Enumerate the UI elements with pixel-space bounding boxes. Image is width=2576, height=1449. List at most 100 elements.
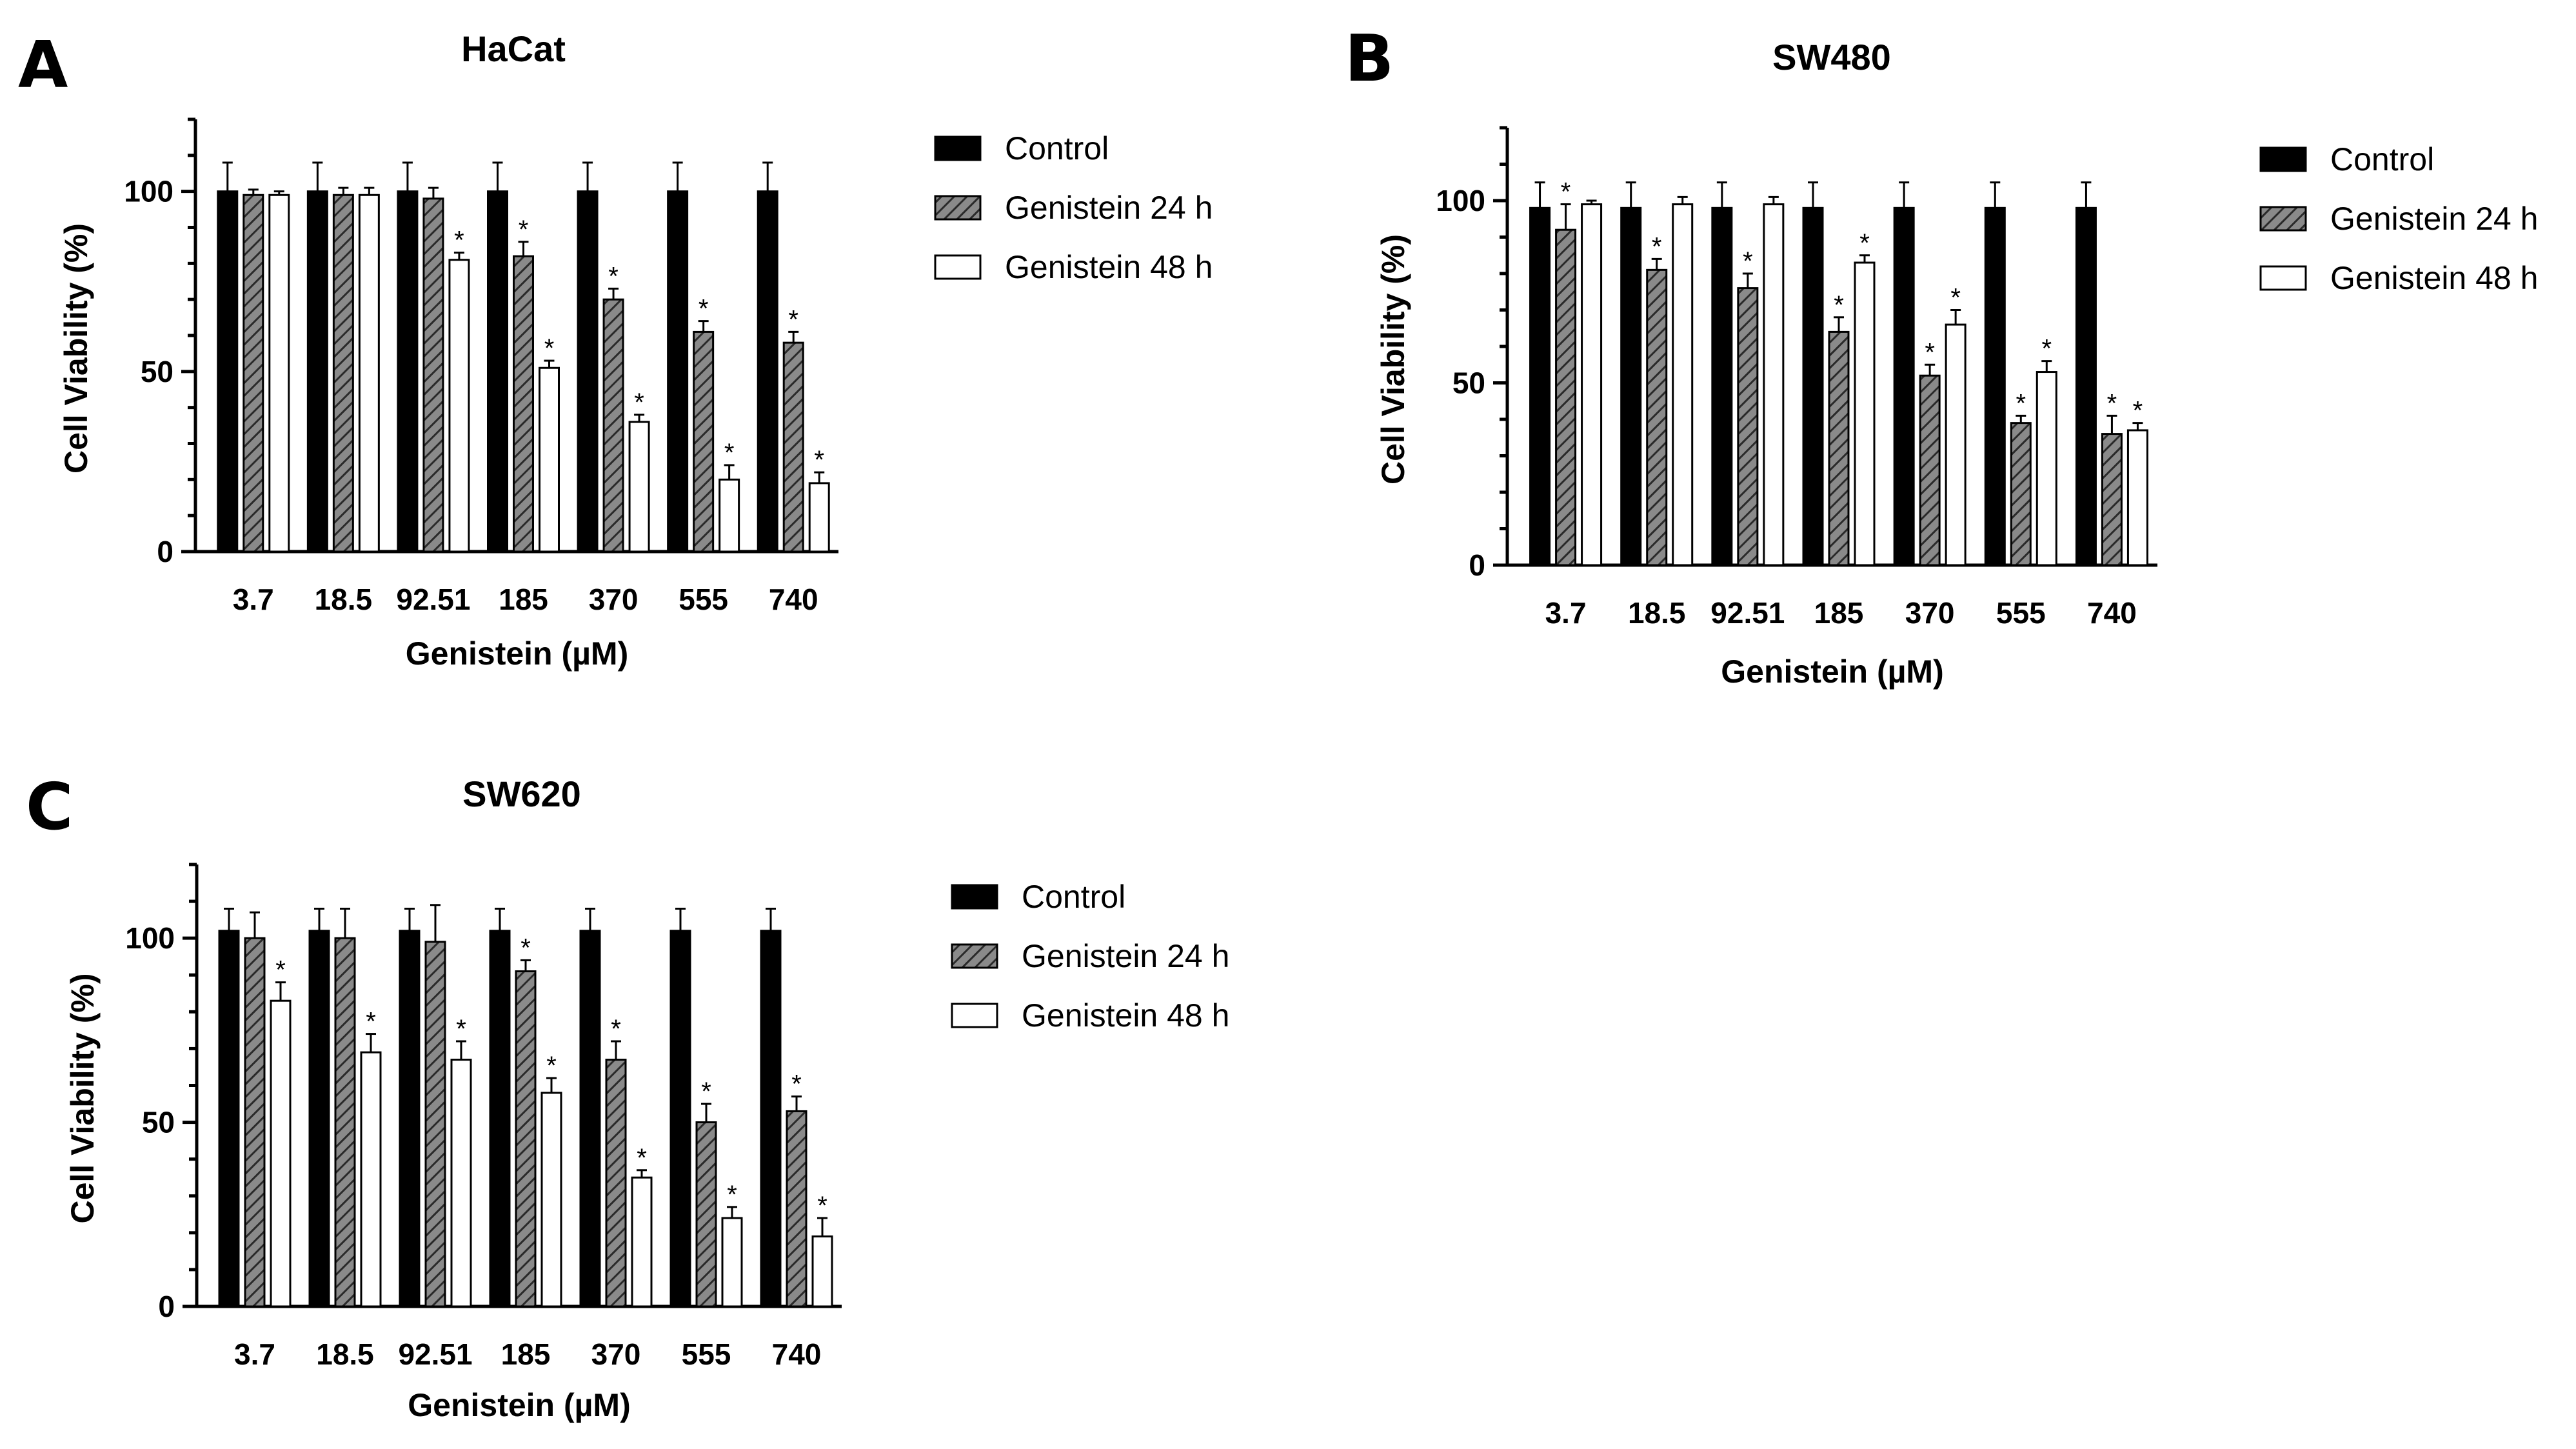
x-tick-label: 370 — [591, 1337, 641, 1371]
panel-letter-a: A — [18, 27, 68, 103]
bar-solid — [489, 930, 511, 1308]
significance-marker: * — [608, 262, 619, 290]
bar-hatched — [422, 197, 444, 553]
bar-open — [358, 194, 380, 553]
x-tick-label: 18.5 — [316, 1337, 374, 1371]
bar-hatched — [424, 941, 446, 1308]
y-tick-label: 0 — [157, 535, 173, 568]
x-tick-label: 3.7 — [234, 1337, 275, 1371]
significance-marker: * — [701, 1077, 711, 1106]
significance-marker: * — [1561, 178, 1571, 206]
bar-open — [268, 194, 290, 553]
legend-swatch-open — [951, 1003, 998, 1028]
y-axis-label: Cell Viability (%) — [64, 973, 101, 1223]
bar-solid — [1711, 206, 1733, 566]
significance-marker: * — [456, 1015, 466, 1043]
x-tick-label: 370 — [1905, 596, 1955, 630]
bar-open — [1672, 203, 1694, 566]
bar-solid — [308, 930, 330, 1308]
bar-solid — [667, 190, 689, 553]
x-tick-label: 370 — [589, 583, 639, 616]
bar-open — [718, 478, 740, 553]
x-tick-label: 740 — [2087, 596, 2137, 630]
y-axis-label: Cell Viability (%) — [1375, 234, 1411, 485]
legend-swatch-open — [934, 254, 982, 280]
x-tick-label: 3.7 — [1545, 596, 1587, 630]
significance-marker: * — [454, 226, 464, 255]
x-tick-label: 555 — [1996, 596, 2046, 630]
significance-marker: * — [611, 1015, 621, 1043]
bar-hatched — [1555, 228, 1577, 566]
bar-hatched — [602, 298, 624, 553]
significance-marker: * — [546, 1052, 557, 1080]
y-tick-label: 50 — [1452, 366, 1485, 400]
bar-open — [270, 999, 292, 1308]
x-tick-label: 18.5 — [1628, 596, 1686, 630]
y-tick-label: 0 — [1469, 548, 1485, 582]
bar-solid — [397, 190, 419, 553]
bar-open — [539, 366, 560, 553]
bar-solid — [1984, 206, 2006, 566]
bar-solid — [306, 190, 328, 553]
significance-marker: * — [817, 1192, 827, 1220]
x-tick-label: 92.51 — [396, 583, 470, 616]
bar-hatched — [693, 330, 715, 553]
chart-title: SW480 — [1772, 37, 1891, 77]
legend-swatch-hatched — [2259, 206, 2307, 232]
x-tick-label: 740 — [772, 1337, 822, 1371]
panel-letter-c: C — [26, 769, 73, 844]
bar-hatched — [244, 937, 266, 1308]
x-tick-label: 3.7 — [233, 583, 274, 616]
significance-marker: * — [637, 1144, 647, 1172]
bar-open — [1945, 323, 1967, 566]
legend-label: Genistein 48 h — [1022, 997, 1229, 1034]
y-tick-label: 50 — [141, 355, 173, 388]
bar-hatched — [1737, 287, 1759, 566]
significance-marker: * — [724, 439, 735, 467]
y-tick-label: 100 — [125, 921, 175, 955]
significance-marker: * — [544, 334, 555, 363]
x-tick-label: 185 — [501, 1337, 551, 1371]
significance-marker: * — [275, 956, 286, 984]
significance-marker: * — [727, 1181, 737, 1209]
legend-label: Genistein 48 h — [1005, 249, 1213, 285]
bar-solid — [669, 930, 691, 1308]
bar-hatched — [2101, 433, 2123, 566]
significance-marker: * — [520, 934, 531, 962]
x-axis-label: Genistein (µM) — [406, 635, 628, 672]
legend-swatch-solid — [934, 135, 982, 161]
bar-hatched — [605, 1059, 627, 1308]
bar-solid — [1893, 206, 1915, 566]
bar-hatched — [695, 1121, 717, 1308]
significance-marker: * — [1743, 247, 1753, 275]
bar-solid — [399, 930, 421, 1308]
bar-solid — [757, 190, 778, 553]
legend-label: Control — [2330, 141, 2434, 177]
bar-open — [540, 1092, 562, 1308]
legend-swatch-open — [2259, 265, 2307, 291]
bar-open — [631, 1176, 653, 1308]
significance-marker: * — [2133, 397, 2143, 425]
bar-open — [811, 1235, 833, 1308]
bar-hatched — [243, 194, 264, 553]
bar-open — [628, 421, 650, 553]
bar-hatched — [1919, 374, 1941, 566]
x-tick-label: 92.51 — [1710, 596, 1785, 630]
significance-marker: * — [2016, 389, 2026, 417]
bar-hatched — [513, 255, 534, 553]
x-tick-label: 92.51 — [398, 1337, 472, 1371]
significance-marker: * — [2041, 335, 2052, 363]
x-axis-label: Genistein (µM) — [408, 1387, 630, 1423]
significance-marker: * — [1859, 229, 1870, 257]
x-tick-label: 18.5 — [315, 583, 373, 616]
legend-swatch-solid — [2259, 146, 2307, 172]
significance-marker: * — [791, 1070, 802, 1099]
significance-marker: * — [788, 305, 798, 334]
legend-swatch-hatched — [934, 195, 982, 221]
bar-solid — [1620, 206, 1642, 566]
x-tick-label: 185 — [499, 583, 548, 616]
significance-marker: * — [1652, 232, 1662, 261]
bar-open — [1854, 261, 1876, 566]
bar-solid — [217, 190, 239, 553]
bar-open — [360, 1051, 382, 1308]
